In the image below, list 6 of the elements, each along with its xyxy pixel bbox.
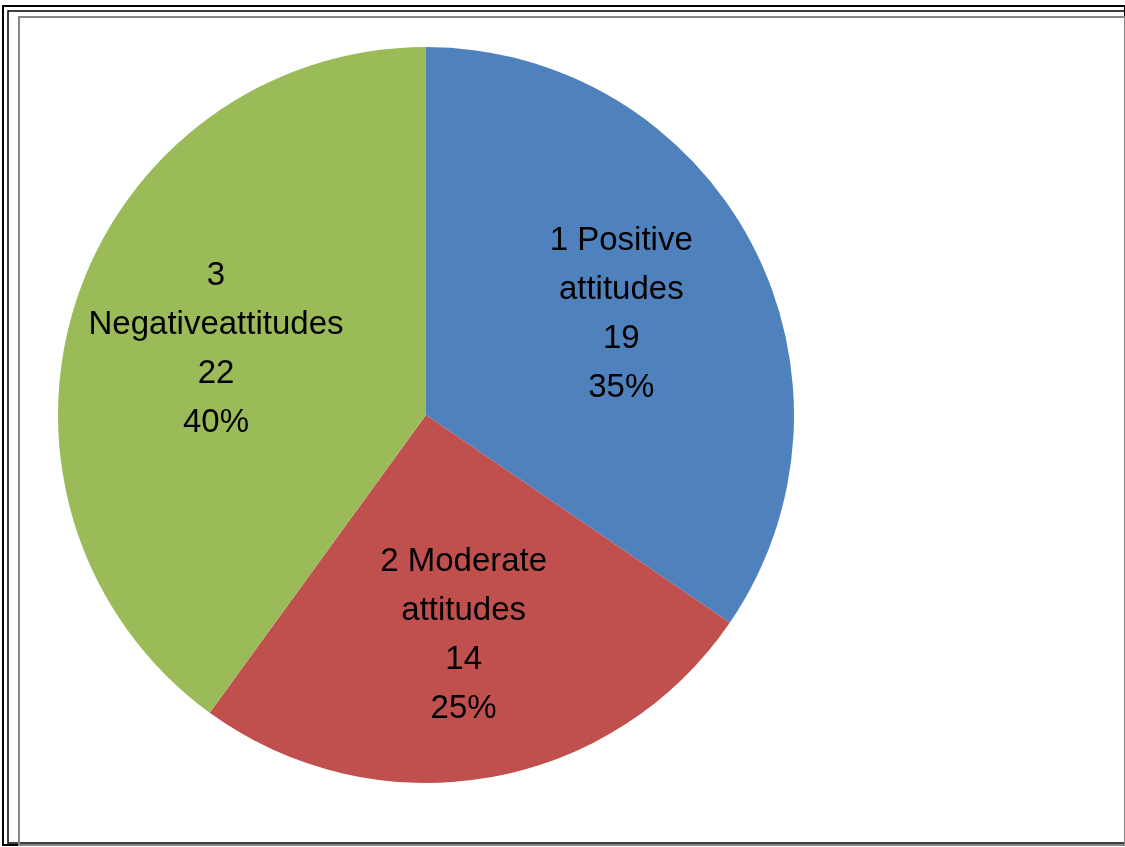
slice-label: 3 Negativeattitudes xyxy=(88,254,344,341)
data-label: 22 40% xyxy=(182,352,250,439)
data-label: 19 35% xyxy=(588,317,655,404)
data-label: 14 25% xyxy=(430,638,497,725)
slice-label: 1 Positive attitudes xyxy=(549,219,693,306)
slice-label: 2 Moderate attitudes xyxy=(380,540,548,627)
